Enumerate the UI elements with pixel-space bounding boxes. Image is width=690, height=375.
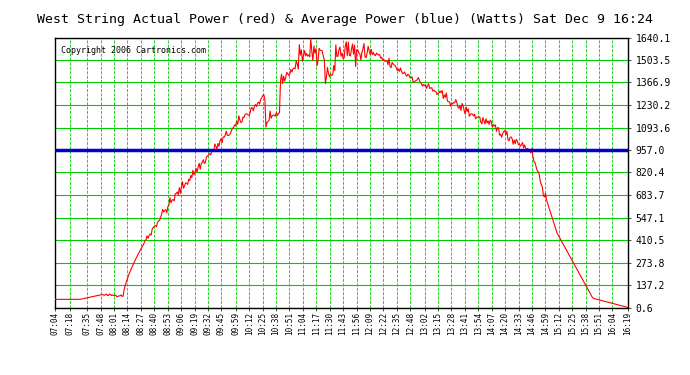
Text: Copyright 2006 Cartronics.com: Copyright 2006 Cartronics.com — [61, 46, 206, 55]
Text: West String Actual Power (red) & Average Power (blue) (Watts) Sat Dec 9 16:24: West String Actual Power (red) & Average… — [37, 13, 653, 26]
